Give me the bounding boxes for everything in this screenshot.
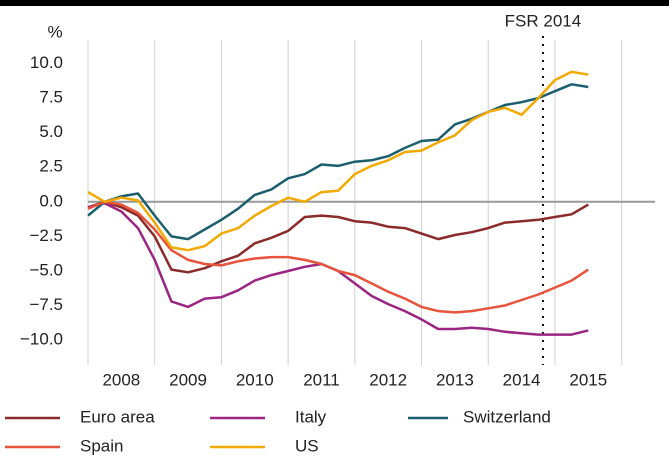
- x-tick-label: 2008: [102, 370, 140, 389]
- top-bar: [0, 0, 669, 6]
- legend-label: Euro area: [80, 407, 155, 426]
- y-tick-label: 7.5: [39, 88, 63, 107]
- y-tick-label: 10.0: [30, 53, 63, 72]
- y-tick-label: 5.0: [39, 122, 63, 141]
- x-tick-label: 2013: [436, 370, 474, 389]
- y-tick-label: −10.0: [20, 330, 63, 349]
- legend-label: Italy: [295, 407, 327, 426]
- annotation-label: FSR 2014: [505, 11, 582, 30]
- legend-label: US: [295, 436, 319, 455]
- series-line: [87, 200, 589, 314]
- x-tick-label: 2015: [569, 370, 607, 389]
- legend-label: Spain: [80, 436, 123, 455]
- x-tick-label: 2014: [503, 370, 541, 389]
- y-tick-label: 0.0: [39, 191, 63, 210]
- x-tick-label: 2012: [369, 370, 407, 389]
- x-tick-label: 2009: [169, 370, 207, 389]
- x-tick-label: 2011: [303, 370, 340, 389]
- y-tick-label: 2.5: [39, 157, 63, 176]
- series-line: [87, 200, 589, 274]
- y-tick-label: −7.5: [29, 295, 63, 314]
- y-tick-label: −2.5: [29, 226, 63, 245]
- series-line: [87, 83, 589, 241]
- y-unit: %: [47, 22, 62, 41]
- series-line: [87, 70, 589, 252]
- legend-label: Switzerland: [463, 407, 551, 426]
- x-tick-label: 2010: [236, 370, 274, 389]
- y-tick-label: −5.0: [29, 260, 63, 279]
